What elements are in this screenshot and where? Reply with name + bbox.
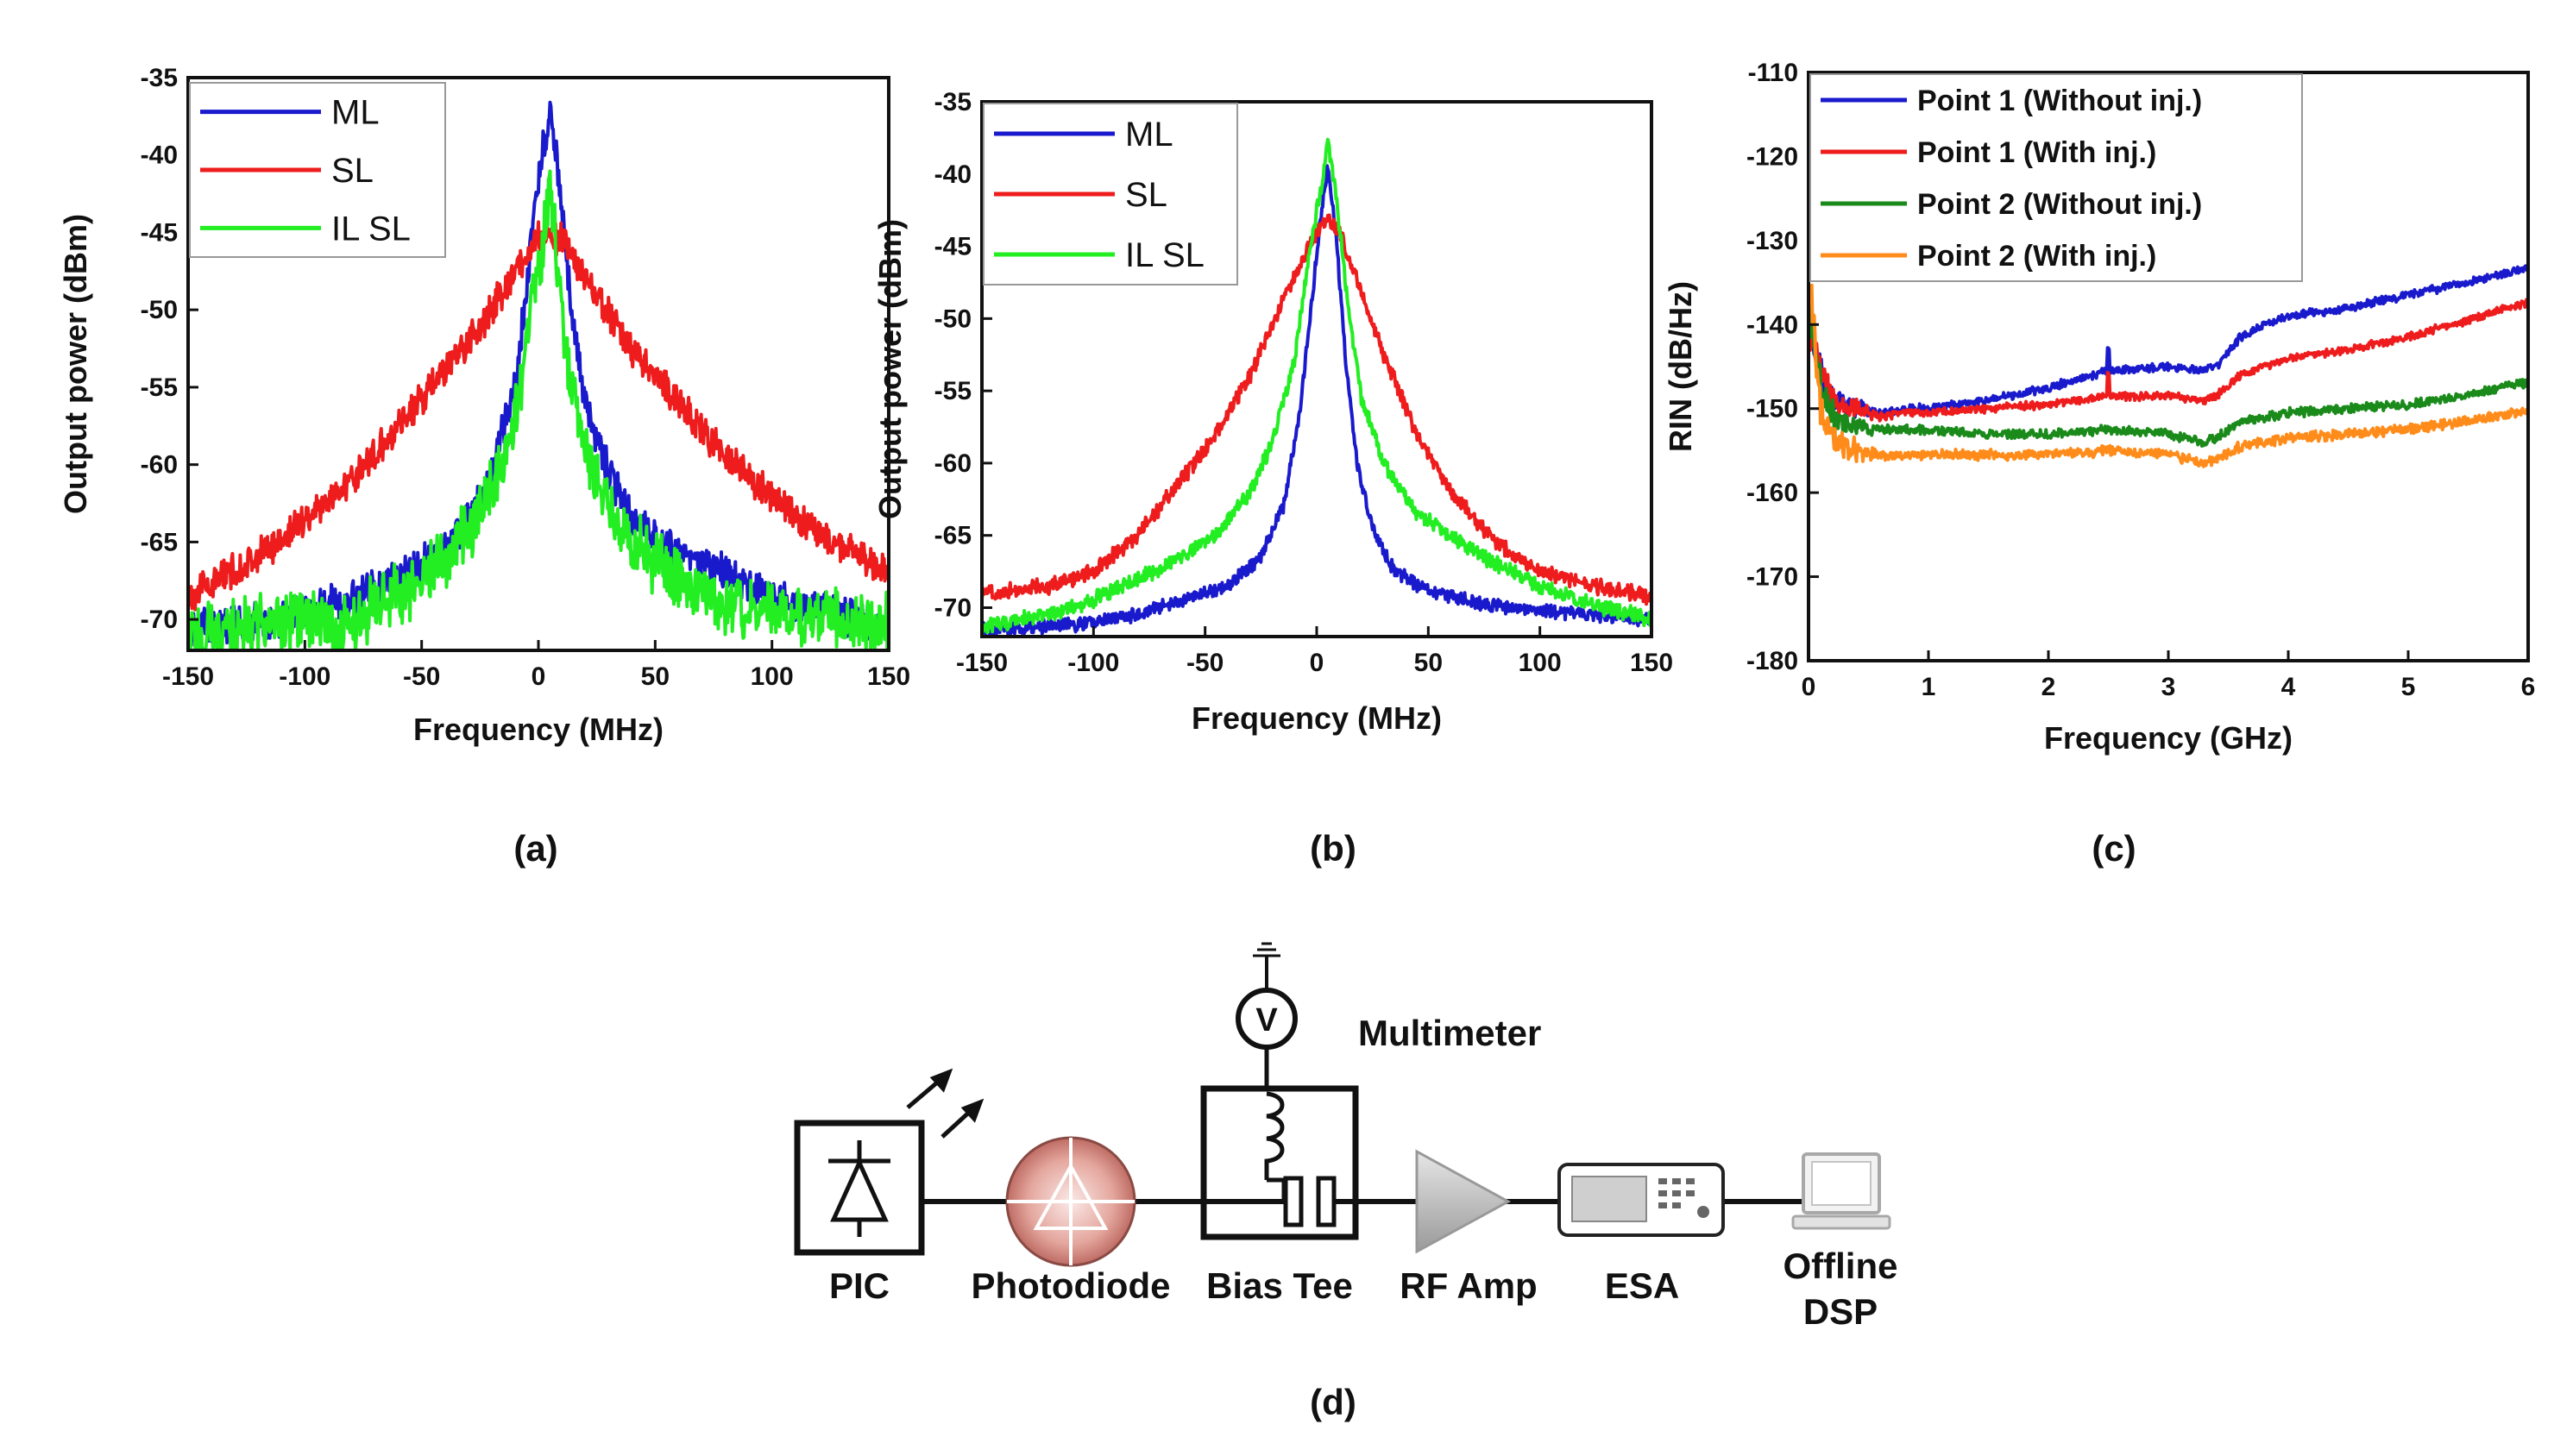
legend-label: IL SL bbox=[331, 210, 411, 248]
x-tick-label: 0 bbox=[1310, 649, 1324, 677]
y-tick-label: -50 bbox=[141, 296, 178, 324]
y-axis-title: Output power (dBm) bbox=[58, 214, 93, 514]
y-tick-label: -50 bbox=[934, 304, 972, 333]
x-tick-label: -50 bbox=[1186, 649, 1224, 677]
x-tick-label: 150 bbox=[1630, 649, 1673, 677]
series-line-3 bbox=[980, 137, 1653, 635]
pic-label: PIC bbox=[829, 1265, 890, 1306]
series-line-2 bbox=[1807, 298, 2530, 423]
series-line-4 bbox=[1807, 283, 2530, 468]
chart-panel-b: -150 -100 -50 0 50 100 150 -35 -40 -45 -50 -55 -60 -6… bbox=[872, 88, 1673, 736]
x-axis-title: Frequency (MHz) bbox=[1192, 700, 1442, 736]
inductor-icon bbox=[1264, 1091, 1285, 1180]
esa-icon bbox=[1557, 1163, 1725, 1237]
rf-amp-icon bbox=[1415, 1149, 1512, 1254]
legend-label: ML bbox=[331, 94, 380, 132]
x-tick-label: 0 bbox=[532, 662, 546, 691]
x-tick-label: 1 bbox=[1922, 673, 1936, 701]
chart-panel-c: 0 1 2 3 4 5 6 -110 -120 -130 -140 -150 -160 -170 -180 F… bbox=[1663, 59, 2535, 756]
legend-label: SL bbox=[1125, 176, 1167, 214]
y-tick-label: -170 bbox=[1746, 563, 1798, 592]
x-tick-label: 100 bbox=[751, 662, 794, 691]
x-tick-label: 50 bbox=[1414, 649, 1443, 677]
series-line-3 bbox=[186, 169, 890, 652]
x-tick-label: -150 bbox=[162, 662, 214, 691]
y-tick-label: -60 bbox=[934, 449, 972, 478]
y-tick-label: -65 bbox=[934, 522, 972, 550]
x-tick-label: -50 bbox=[403, 662, 440, 691]
x-tick-label: -100 bbox=[1067, 649, 1119, 677]
voltmeter-symbol: V bbox=[1255, 1002, 1278, 1039]
x-tick-label: 3 bbox=[2161, 673, 2176, 701]
caption-b: (b) bbox=[1310, 828, 1356, 869]
x-tick-label: 150 bbox=[867, 662, 910, 691]
y-tick-label: -160 bbox=[1746, 479, 1798, 507]
photodiode-icon bbox=[1005, 1136, 1136, 1267]
y-tick-label: -120 bbox=[1746, 142, 1798, 171]
series-line-2 bbox=[186, 220, 890, 612]
y-tick-label: -45 bbox=[934, 233, 972, 261]
y-tick-label: -45 bbox=[141, 218, 178, 247]
x-tick-label: 50 bbox=[641, 662, 670, 691]
legend-label: SL bbox=[331, 152, 374, 190]
legend-label: Point 1 (Without inj.) bbox=[1917, 85, 2202, 117]
x-tick-label: 6 bbox=[2521, 673, 2536, 701]
x-tick-label: 2 bbox=[2041, 673, 2056, 701]
computer-icon bbox=[1791, 1152, 1891, 1230]
y-tick-label: -140 bbox=[1746, 311, 1798, 339]
voltmeter-icon bbox=[1236, 942, 1298, 1050]
ground-icon bbox=[1253, 942, 1280, 957]
x-tick-label: -100 bbox=[279, 662, 330, 691]
legend-label: Point 2 (With inj.) bbox=[1917, 240, 2156, 273]
bias-tee-block bbox=[1200, 1047, 1359, 1240]
caption-a: (a) bbox=[513, 828, 557, 869]
y-tick-label: -70 bbox=[934, 593, 972, 622]
series-line-1 bbox=[980, 164, 1653, 637]
pic-block bbox=[794, 1068, 985, 1256]
y-tick-label: -35 bbox=[934, 88, 972, 116]
x-tick-label: 5 bbox=[2401, 673, 2416, 701]
y-tick-label: -40 bbox=[141, 141, 178, 170]
x-tick-label: -150 bbox=[956, 649, 1008, 677]
caption-d: (d) bbox=[1310, 1382, 1356, 1422]
legend-box bbox=[1809, 73, 2303, 282]
x-tick-label: 100 bbox=[1519, 649, 1562, 677]
y-tick-label: -130 bbox=[1746, 227, 1798, 255]
x-tick-label: 0 bbox=[1802, 673, 1816, 701]
y-tick-label: -55 bbox=[934, 377, 972, 405]
x-axis-title: Frequency (GHz) bbox=[2044, 720, 2293, 756]
photodiode-label: Photodiode bbox=[972, 1265, 1171, 1306]
legend-label: IL SL bbox=[1125, 236, 1205, 274]
emission-arrows-icon bbox=[906, 1068, 985, 1139]
y-tick-label: -35 bbox=[141, 64, 178, 92]
chart-panel-a: -150 -100 -50 0 50 100 150 -35 -40 -45 -50 -55 -60 -6… bbox=[58, 64, 910, 747]
y-tick-label: -70 bbox=[141, 606, 178, 634]
legend-label: Point 2 (Without inj.) bbox=[1917, 188, 2202, 221]
y-tick-label: -180 bbox=[1746, 647, 1798, 675]
multimeter-label: Multimeter bbox=[1358, 1013, 1541, 1053]
caption-c: (c) bbox=[2092, 828, 2136, 869]
diode-icon bbox=[828, 1140, 890, 1237]
bias-tee-label: Bias Tee bbox=[1206, 1265, 1353, 1306]
y-tick-label: -65 bbox=[141, 528, 178, 556]
setup-diagram: V bbox=[794, 942, 1891, 1267]
x-tick-label: 4 bbox=[2281, 673, 2296, 701]
y-tick-label: -150 bbox=[1746, 395, 1798, 424]
x-axis-title: Frequency (MHz) bbox=[413, 712, 664, 747]
y-tick-label: -60 bbox=[141, 451, 178, 480]
esa-label: ESA bbox=[1605, 1265, 1679, 1306]
y-axis-title: Output power (dBm) bbox=[872, 219, 908, 519]
dsp-label-line2: DSP bbox=[1803, 1291, 1878, 1332]
legend-label: ML bbox=[1125, 116, 1173, 154]
series-line-3 bbox=[1807, 294, 2530, 448]
y-tick-label: -40 bbox=[934, 160, 972, 189]
legend-label: Point 1 (With inj.) bbox=[1917, 136, 2156, 169]
y-tick-label: -55 bbox=[141, 373, 178, 402]
dsp-label-line1: Offline bbox=[1783, 1246, 1898, 1286]
rf-amp-label: RF Amp bbox=[1400, 1265, 1537, 1306]
y-tick-label: -110 bbox=[1748, 59, 1798, 87]
y-axis-title: RIN (dB/Hz) bbox=[1663, 281, 1698, 452]
